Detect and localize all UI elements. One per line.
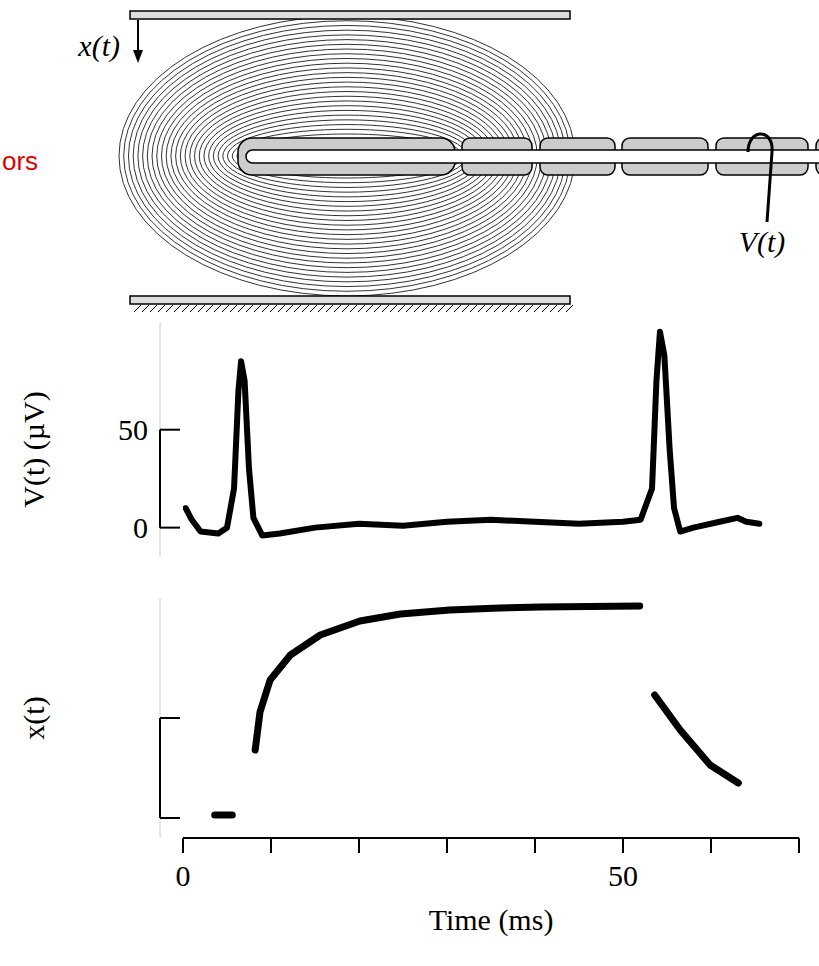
hatch xyxy=(142,305,149,312)
y-tick xyxy=(160,717,180,719)
figure: x(t) V(t) ors 0 50 V(t) (µV) 0 50 Time (ms) x(t) xyxy=(0,0,819,966)
trace xyxy=(215,606,739,815)
y-scale-bar xyxy=(159,718,161,818)
hatch xyxy=(182,305,189,312)
hatch xyxy=(470,305,477,312)
hatch xyxy=(166,305,173,312)
hatch xyxy=(486,305,493,312)
electrode xyxy=(748,134,772,222)
hatch xyxy=(294,305,301,312)
hatch xyxy=(302,305,309,312)
voltage-label: V(t) xyxy=(739,225,786,259)
hatch xyxy=(382,305,389,312)
chart-1: 0 50 Time (ms) x(t) xyxy=(17,598,799,937)
hatch xyxy=(214,305,221,312)
hatch xyxy=(134,305,141,312)
hatch xyxy=(462,305,469,312)
hatch xyxy=(262,305,269,312)
hatch xyxy=(318,305,325,312)
arrow-head xyxy=(133,50,143,63)
x-axis-title: Time (ms) xyxy=(429,903,554,937)
hatch xyxy=(238,305,245,312)
chart-0: 0 50 V(t) (µV) xyxy=(17,322,759,557)
hatch xyxy=(534,305,541,312)
hatch xyxy=(446,305,453,312)
hatch xyxy=(270,305,277,312)
x-tick xyxy=(182,838,184,853)
hatch xyxy=(518,305,525,312)
x-tick xyxy=(270,838,272,853)
hatch xyxy=(478,305,485,312)
hatch xyxy=(286,305,293,312)
hatch xyxy=(342,305,349,312)
hatch xyxy=(550,305,557,312)
hatch xyxy=(438,305,445,312)
plot-area xyxy=(215,606,739,815)
y-tick xyxy=(160,429,180,431)
x-tick-label: 50 xyxy=(608,859,638,892)
hatch xyxy=(174,305,181,312)
trace xyxy=(186,332,760,536)
hatch xyxy=(350,305,357,312)
y-tick-label: 50 xyxy=(118,413,148,446)
y-scale-bar xyxy=(159,430,161,528)
hatch xyxy=(558,305,565,312)
hatch xyxy=(334,305,341,312)
hatch xyxy=(390,305,397,312)
hatch xyxy=(198,305,205,312)
displacement-label: x(t) xyxy=(77,29,120,63)
hatch xyxy=(430,305,437,312)
corpuscle-diagram: x(t) V(t) ors xyxy=(2,11,819,312)
y-axis-range xyxy=(160,322,161,557)
hatch xyxy=(422,305,429,312)
hatch xyxy=(206,305,213,312)
hatch xyxy=(526,305,533,312)
y-tick xyxy=(160,817,180,819)
hatch xyxy=(366,305,373,312)
y-tick-label: 0 xyxy=(133,511,148,544)
hatch xyxy=(246,305,253,312)
hatch xyxy=(414,305,421,312)
hatch xyxy=(406,305,413,312)
arrow-shaft xyxy=(137,20,139,52)
hatch xyxy=(374,305,381,312)
plot-area xyxy=(186,332,760,536)
hatch xyxy=(398,305,405,312)
hatch xyxy=(254,305,261,312)
x-tick xyxy=(622,838,624,853)
y-tick xyxy=(160,527,180,529)
x-tick-label: 0 xyxy=(176,859,191,892)
x-axis xyxy=(183,837,799,839)
hatch xyxy=(494,305,501,312)
hatch xyxy=(510,305,517,312)
x-tick xyxy=(358,838,360,853)
top-plate xyxy=(130,11,570,19)
hatch xyxy=(566,305,573,312)
axon-core xyxy=(246,150,819,163)
hatch xyxy=(190,305,197,312)
x-tick xyxy=(534,838,536,853)
hatch xyxy=(310,305,317,312)
x-tick xyxy=(710,838,712,853)
hatch xyxy=(326,305,333,312)
x-tick xyxy=(798,838,800,853)
bottom-plate xyxy=(130,296,570,304)
hatch xyxy=(150,305,157,312)
hatch xyxy=(278,305,285,312)
x-tick xyxy=(446,838,448,853)
label: ors xyxy=(2,146,38,176)
hatch xyxy=(454,305,461,312)
hatch xyxy=(222,305,229,312)
hatch xyxy=(502,305,509,312)
hatch xyxy=(358,305,365,312)
y-axis-title: V(t) (µV) xyxy=(17,391,51,507)
hatch xyxy=(230,305,237,312)
y-axis-title: x(t) xyxy=(17,696,51,739)
hatch xyxy=(542,305,549,312)
hatch xyxy=(158,305,165,312)
